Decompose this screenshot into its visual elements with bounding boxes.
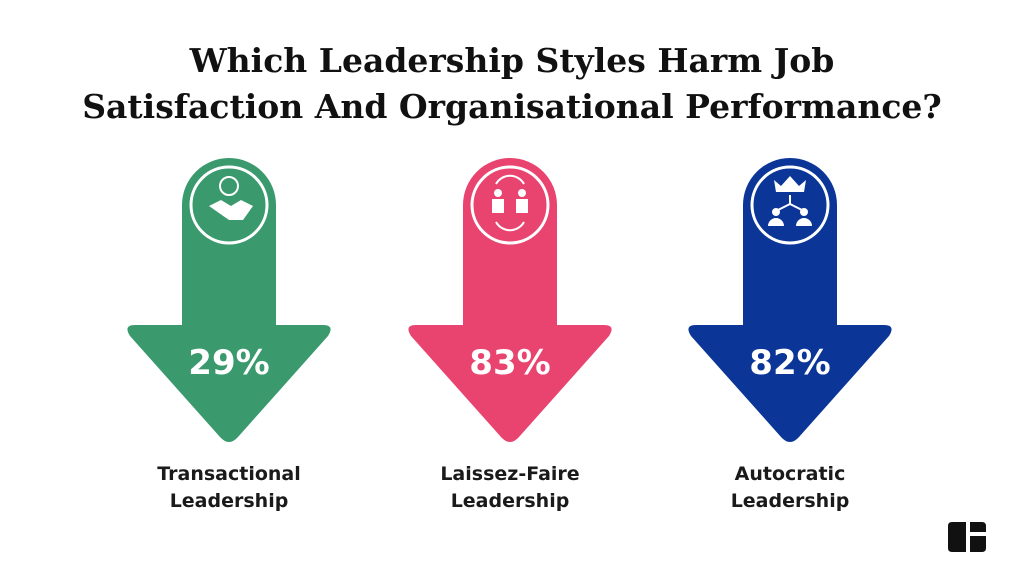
icon-part	[774, 176, 806, 192]
icon-ring	[189, 165, 269, 245]
icon-part	[495, 174, 525, 232]
arrow	[408, 158, 612, 442]
label-line: Laissez-Faire	[440, 463, 579, 485]
icon-part	[494, 189, 502, 197]
icon-part	[209, 200, 253, 220]
label-line: Leadership	[170, 490, 289, 512]
icon-part	[219, 176, 239, 196]
logo-part	[970, 522, 986, 552]
icon-ring	[470, 165, 550, 245]
percentage: 82%	[749, 343, 830, 383]
label-line: Leadership	[731, 490, 850, 512]
icon	[209, 176, 253, 220]
icon-part	[492, 199, 504, 213]
logo-part	[948, 522, 966, 552]
label-line: Transactional	[157, 463, 301, 485]
icon-part	[800, 208, 808, 216]
icon-part	[768, 218, 812, 226]
title-line: Which Leadership Styles Harm Job	[189, 41, 835, 80]
icon	[768, 176, 812, 226]
arrow	[688, 158, 892, 442]
icon-part	[772, 208, 780, 216]
arrow-card: 29% Transactional Leadership	[127, 158, 331, 512]
arrow-card: 83% Laissez-Faire Leadership	[408, 158, 612, 512]
label-line: Leadership	[451, 490, 570, 512]
icon-part	[777, 195, 803, 211]
arrow	[127, 158, 331, 442]
percentage: 83%	[469, 343, 550, 383]
title-line: Satisfaction And Organisational Performa…	[82, 87, 942, 126]
label-line: Autocratic	[735, 463, 846, 485]
arrows: 29% Transactional Leadership 83% Laissez-Fai…	[127, 158, 892, 512]
icon-part	[516, 199, 528, 213]
icon-part	[518, 189, 526, 197]
icon-ring	[750, 165, 830, 245]
percentage: 29%	[188, 343, 269, 383]
icon	[492, 174, 528, 232]
logo	[948, 522, 986, 552]
arrow-card: 82% Autocratic Leadership	[688, 158, 892, 512]
